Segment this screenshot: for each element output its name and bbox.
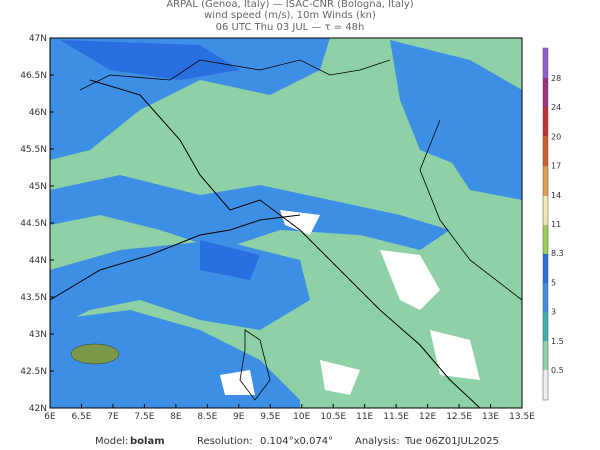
footer-label: Model:	[95, 436, 128, 447]
map	[50, 38, 522, 408]
footer-value: bolam	[130, 436, 165, 447]
header-line: wind speed (m/s), 10m Winds (kn)	[204, 10, 376, 21]
header-line: ARPAL (Genoa, Italy) — ISAC-CNR (Bologna…	[166, 0, 413, 10]
footer-value: 0.104°x0.074°	[260, 436, 333, 447]
lat-label: 47N	[29, 34, 47, 44]
lon-label: 12.5E	[446, 412, 472, 422]
lon-label: 9E	[233, 412, 245, 422]
colorbar-label: 20	[551, 132, 561, 141]
lon-label: 11E	[356, 412, 373, 422]
colorbar-label: 8.3	[551, 249, 564, 258]
lon-label: 13.5E	[509, 412, 535, 422]
lon-label: 7E	[107, 412, 119, 422]
lat-label: 42.5N	[20, 367, 47, 377]
colorbar-label: 24	[551, 103, 561, 112]
lat-label: 43.5N	[20, 293, 47, 303]
lat-label: 42N	[29, 404, 47, 414]
lon-label: 10.5E	[320, 412, 346, 422]
colorbar-label: 11	[551, 220, 561, 229]
lon-label: 6.5E	[71, 412, 91, 422]
lat-label: 45N	[29, 182, 47, 192]
colorbar-label: 5	[551, 278, 556, 287]
lat-label: 45.5N	[20, 145, 47, 155]
footer-label: Resolution:	[197, 436, 253, 447]
colorbar-label: 28	[551, 74, 561, 83]
lat-label: 44.5N	[20, 219, 47, 229]
colorbar-label: 17	[551, 162, 561, 171]
lat-label: 46N	[29, 108, 47, 118]
lon-label: 10E	[293, 412, 310, 422]
lon-label: 6E	[44, 412, 56, 422]
header-line: 06 UTC Thu 03 JUL — τ = 48h	[216, 22, 365, 33]
lon-label: 12E	[419, 412, 436, 422]
lat-label: 44N	[29, 256, 47, 266]
lon-label: 7.5E	[134, 412, 154, 422]
colorbar	[542, 47, 549, 401]
lat-label: 43N	[29, 330, 47, 340]
lon-label: 8.5E	[197, 412, 217, 422]
lon-label: 13E	[482, 412, 499, 422]
colorbar-label: 14	[551, 191, 561, 200]
footer-value: Tue 06Z01JUL2025	[404, 436, 499, 447]
lon-label: 8E	[170, 412, 182, 422]
footer-label: Analysis:	[355, 436, 400, 447]
colorbar-label: 3	[551, 308, 556, 317]
lat-label: 46.5N	[20, 71, 47, 81]
colorbar-label: 0.5	[551, 366, 564, 375]
lon-label: 9.5E	[260, 412, 280, 422]
lon-label: 11.5E	[383, 412, 409, 422]
colorbar-label: 1.5	[551, 337, 564, 346]
